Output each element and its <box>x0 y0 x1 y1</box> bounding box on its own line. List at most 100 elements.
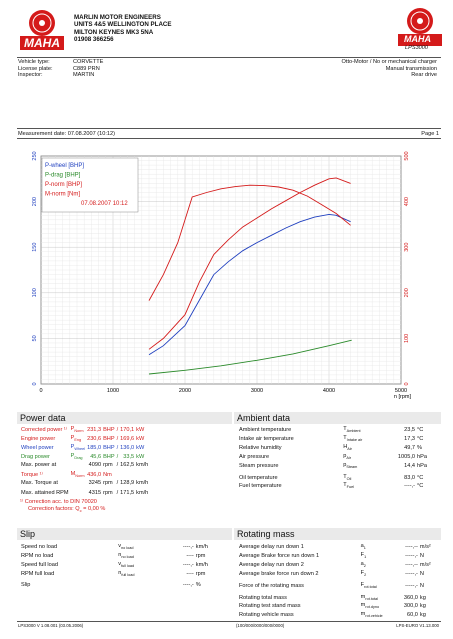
rotating-value: ----,-- <box>405 544 418 551</box>
separator: / <box>116 490 119 497</box>
symbol-cell: PNorm <box>70 426 84 434</box>
power-unit: BHP <box>103 453 115 460</box>
power-unit: BHP <box>103 435 115 442</box>
ambient-unit: °C <box>417 435 424 442</box>
ambient-label: Air pressure <box>239 453 270 460</box>
footer-right: LPS-EURO V1.13.000 <box>396 623 439 628</box>
speed-unit: rpm <box>103 490 113 497</box>
power-data-title: Power data <box>20 413 66 423</box>
maha-logo-right <box>398 8 442 46</box>
symbol-cell: F1 <box>360 551 367 560</box>
correction-sub: c <box>79 507 82 513</box>
power-value: 45,6 <box>90 453 102 460</box>
rotating-unit: m/s² <box>419 544 431 551</box>
speed-value: 128,9 <box>120 480 135 487</box>
ambient-value: 23,5 <box>404 427 416 434</box>
symbol-cell: mrot.dyno <box>360 602 380 610</box>
rotating-unit: kg <box>419 603 426 610</box>
slip-row: Speed full load vfull load ----,- km/h <box>20 561 230 570</box>
vehicle-info: Vehicle type: CORVETTE License plate: C889… <box>18 59 103 79</box>
header: MAHA MARLIN MOTOR ENGINEERS UNITS 4&5 WE… <box>0 0 453 58</box>
slip-panel: Speed no load vno load ----,- km/h RPM no lo… <box>20 543 230 588</box>
ambient-label: Fuel temperature <box>239 483 282 490</box>
rotating-label: Force of the rotating mass <box>239 582 304 589</box>
y-tick-label-left: 150 <box>32 243 38 252</box>
ambient-unit: °C <box>417 483 424 490</box>
rotating-row: Rotating test stand mass mrot.dyno 300,0 kg <box>238 602 438 611</box>
x-tick-label: 2000 <box>179 388 191 394</box>
power-value: 170,1 <box>120 427 135 434</box>
symbol-cell: TFuel <box>343 482 355 490</box>
symbol-cell: TOil <box>343 473 352 481</box>
y-tick-label-left: 200 <box>32 197 38 206</box>
torque-value: 436,0 <box>87 472 102 479</box>
slip-row: RPM no load nno load ---- rpm <box>20 552 230 561</box>
slip-unit: % <box>195 581 201 588</box>
symbol-cell: HAir <box>343 443 352 451</box>
company-line: 01908 366256 <box>74 35 114 43</box>
ambient-label: Relative humidity <box>239 444 282 451</box>
power-unit: BHP <box>103 427 115 434</box>
power-unit: km/h <box>136 461 149 468</box>
rotating-mass-header: Rotating mass <box>234 528 441 540</box>
separator: / <box>116 480 119 487</box>
rotating-label: Average Brake force run down 1 <box>239 552 320 559</box>
separator: / <box>116 444 119 451</box>
symbol-cell: PWheel <box>70 443 86 451</box>
correction-label: Correction factors: Q <box>28 505 80 512</box>
ambient-label: Ambient temperature <box>239 427 292 434</box>
power-unit: BHP <box>103 444 115 451</box>
drive: Rear drive <box>411 72 437 79</box>
power-value: 4090 <box>88 461 102 468</box>
power-value: 162,5 <box>120 461 135 468</box>
slip-label: RPM full load <box>21 570 55 577</box>
slip-table: Speed no load vno load ----,- km/h RPM no lo… <box>20 543 230 588</box>
ambient-row: Intake air temperature TIntake air 17,3 °C <box>238 435 438 444</box>
power-unit: rpm <box>103 461 113 468</box>
page-number: Page 1 <box>421 131 439 137</box>
slip-value: ----,- <box>182 544 194 551</box>
ambient-unit: hPa <box>417 453 427 460</box>
slip-unit: km/h <box>195 544 208 551</box>
footer-center: (100/000/0000/000/0000) <box>236 623 285 628</box>
vehicle-label: Vehicle type: <box>18 59 50 65</box>
slip-value: ---- <box>186 552 194 559</box>
ambient-row: Ambient temperature TAmbient 23,5 °C <box>238 426 438 435</box>
empty-cell <box>70 490 87 497</box>
rotating-value: 60,0 <box>407 612 418 619</box>
symbol-cell: TAmbient <box>343 426 361 434</box>
rotating-row: Average Brake force run down 1 F1 -----,- N <box>238 552 438 561</box>
ambient-row: Air pressure pAir 1005,0 hPa <box>238 453 438 462</box>
power-value: 230,6 <box>87 435 102 442</box>
symbol-cell: mrot.vehicle <box>360 611 383 619</box>
speed-value: 171,5 <box>120 490 135 497</box>
torque-unit: Nm <box>103 472 112 479</box>
slip-row: Slip ----,-% <box>20 582 230 589</box>
rotating-value: ----,-- <box>405 561 418 568</box>
company-address: MARLIN MOTOR ENGINEERS UNITS 4&5 WELLING… <box>74 14 274 43</box>
rotating-row: Average brake force run down 2 F2 -----,- N <box>238 570 438 579</box>
power-value: 136,0 <box>120 444 135 451</box>
ambient-value: 49,7 <box>404 444 416 451</box>
x-tick-label: 4000 <box>323 388 335 394</box>
ambient-unit: hPa <box>417 462 427 469</box>
symbol-cell: nno load <box>118 551 134 560</box>
power-label: Engine power <box>21 435 56 442</box>
x-tick-label: 3000 <box>251 388 263 394</box>
vehicle-value: C889 PRN <box>73 65 100 72</box>
rotating-value: 360,0 <box>403 594 418 601</box>
svg-text:MAHA: MAHA <box>24 36 60 50</box>
legend-entry: 07.08.2007 10:12 <box>81 201 128 207</box>
power-label: Drag power <box>21 453 50 460</box>
rotating-row: Average delay run down 2 a2 ----,-- m/s² <box>238 561 438 570</box>
speed-unit: km/h <box>136 480 149 487</box>
legend-box <box>41 157 139 213</box>
rotating-value: 300,0 <box>403 603 418 610</box>
legend-entry: P-wheel [BHP] <box>45 163 84 169</box>
ambient-label: Steam pressure <box>239 462 279 469</box>
separator: / <box>116 453 119 460</box>
rotating-value: -----,- <box>405 552 418 559</box>
legend-entry: M-norm [Nm] <box>45 192 80 198</box>
power-row: Drag power PDrag 45,6 BHP/ 33,5 kW <box>20 453 149 462</box>
rotating-label: Rotating total mass <box>239 594 287 601</box>
